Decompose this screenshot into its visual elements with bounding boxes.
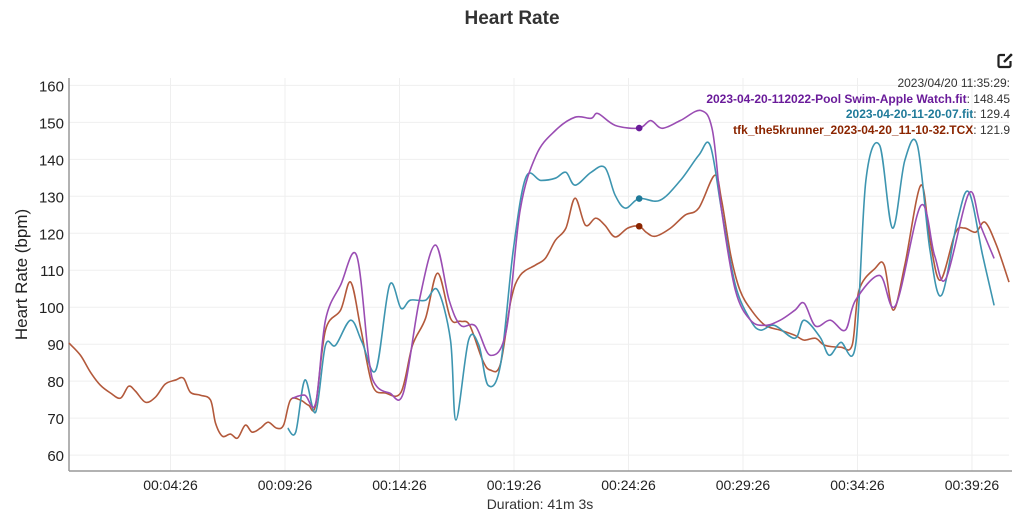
- x-tick-label: 00:14:26: [372, 477, 427, 493]
- x-tick-label: 00:34:26: [830, 477, 885, 493]
- tooltip-row: 2023-04-20-11-20-07.fit: 129.4: [845, 107, 1010, 121]
- x-tick-label: 00:09:26: [258, 477, 313, 493]
- tooltip-value: 121.9: [979, 122, 1010, 137]
- y-tick-label: 150: [39, 115, 64, 132]
- hover-tooltip: 2023/04/20 11:35:29: 2023-04-20-112022-P…: [706, 76, 1010, 138]
- y-tick-label: 130: [39, 189, 64, 206]
- legend-series-2: tfk_the5krunner_2023-04-20_11-10-32.TCX: [733, 122, 974, 137]
- y-tick-label: 140: [39, 152, 64, 169]
- x-tick-label: 00:24:26: [601, 477, 656, 493]
- x-axis-label: Duration: 41m 3s: [486, 496, 594, 512]
- tooltip-value: 148.45: [973, 91, 1010, 106]
- y-tick-label: 120: [39, 226, 64, 243]
- legend-series-0: 2023-04-20-112022-Pool Swim-Apple Watch.…: [706, 91, 967, 106]
- hover-marker-2: [635, 222, 643, 230]
- edit-icon[interactable]: [996, 52, 1014, 70]
- series-line-1: [287, 138, 995, 436]
- legend-series-1: 2023-04-20-11-20-07.fit: [845, 107, 974, 121]
- tooltip-value: 129.4: [979, 107, 1010, 121]
- tooltip-timestamp: 2023/04/20 11:35:29:: [897, 76, 1010, 90]
- y-tick-label: 100: [39, 300, 64, 317]
- x-tick-label: 00:19:26: [487, 477, 542, 493]
- series-line-0: [292, 109, 995, 409]
- hover-marker-1: [635, 195, 643, 202]
- x-tick-label: 00:29:26: [716, 477, 771, 493]
- chart-title: Heart Rate: [464, 8, 560, 29]
- tooltip-row: tfk_the5krunner_2023-04-20_11-10-32.TCX:…: [733, 122, 1010, 137]
- y-tick-label: 160: [39, 78, 64, 95]
- x-tick-label: 00:39:26: [945, 477, 1000, 493]
- y-tick-label: 80: [47, 374, 64, 391]
- x-tick-label: 00:04:26: [143, 477, 198, 493]
- y-tick-label: 90: [47, 337, 64, 354]
- hover-marker-0: [635, 124, 643, 132]
- y-tick-label: 70: [47, 411, 64, 428]
- tooltip-row: 2023-04-20-112022-Pool Swim-Apple Watch.…: [706, 91, 1010, 106]
- y-tick-label: 110: [40, 263, 64, 280]
- y-tick-label: 60: [47, 448, 64, 465]
- y-axis-label: Heart Rate (bpm): [12, 209, 31, 340]
